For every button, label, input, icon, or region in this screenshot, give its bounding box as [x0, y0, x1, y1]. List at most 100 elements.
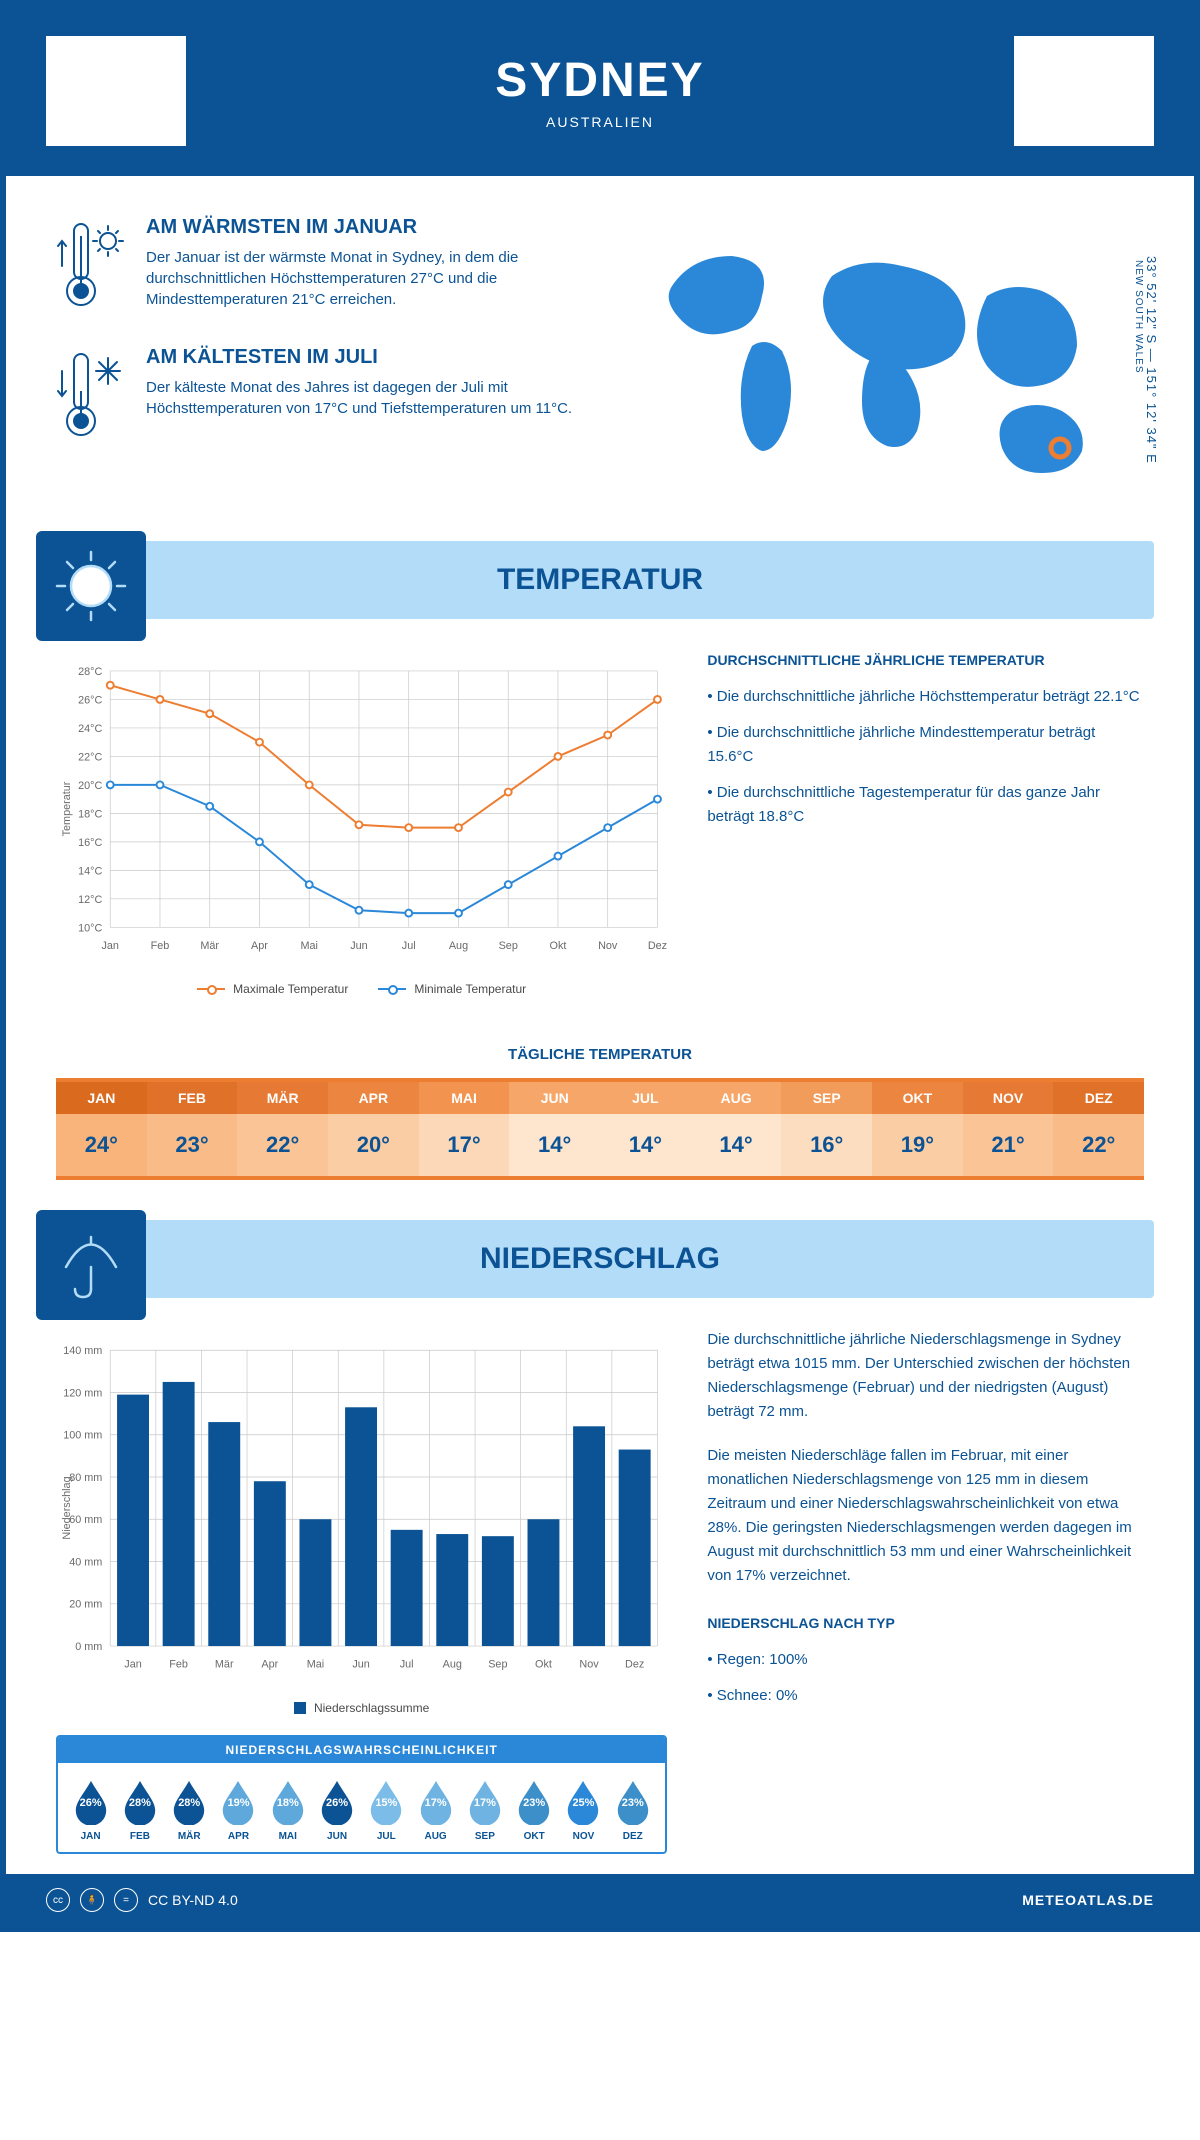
warm-text: Der Januar ist der wärmste Monat in Sydn… [146, 247, 580, 310]
coordinates: 33° 52' 12" S — 151° 12' 34" E NEW SOUTH… [1133, 256, 1159, 464]
temperature-legend: Maximale Temperatur Minimale Temperatur [56, 982, 667, 996]
page-header: SYDNEY AUSTRALIEN [6, 6, 1194, 176]
svg-text:20°C: 20°C [78, 780, 102, 792]
brand-text: METEOATLAS.DE [1022, 1892, 1154, 1908]
umbrella-icon [36, 1210, 146, 1320]
svg-text:Sep: Sep [488, 1659, 507, 1671]
probability-cell: 26%JUN [314, 1777, 359, 1842]
probability-cell: 28%MÄR [167, 1777, 212, 1842]
intro-section: AM WÄRMSTEN IM JANUAR Der Januar ist der… [6, 176, 1194, 521]
svg-text:Mai: Mai [300, 940, 317, 952]
svg-text:28°C: 28°C [78, 666, 102, 678]
nd-icon: = [114, 1888, 138, 1912]
temperature-section-header: TEMPERATUR [46, 541, 1154, 619]
probability-cell: 28%FEB [117, 1777, 162, 1842]
cc-icon: cc [46, 1888, 70, 1912]
svg-text:40 mm: 40 mm [69, 1556, 102, 1568]
thermometer-sun-icon [56, 216, 126, 316]
warm-title: AM WÄRMSTEN IM JANUAR [146, 216, 580, 239]
precip-type-bullet: • Schnee: 0% [707, 1684, 1144, 1708]
svg-text:Aug: Aug [449, 940, 468, 952]
svg-text:0 mm: 0 mm [75, 1641, 102, 1653]
world-map [620, 216, 1144, 496]
temp-bullet: • Die durchschnittliche Tagestemperatur … [707, 781, 1144, 829]
svg-text:Jan: Jan [101, 940, 118, 952]
svg-text:Nov: Nov [598, 940, 618, 952]
svg-text:60 mm: 60 mm [69, 1514, 102, 1526]
svg-text:Jun: Jun [350, 940, 367, 952]
cold-title: AM KÄLTESTEN IM JULI [146, 346, 580, 369]
temp-bullet: • Die durchschnittliche jährliche Höchst… [707, 685, 1144, 709]
svg-text:Feb: Feb [151, 940, 170, 952]
daily-cell: SEP16° [781, 1082, 872, 1176]
precipitation-title: NIEDERSCHLAG [480, 1242, 720, 1275]
svg-text:20 mm: 20 mm [69, 1599, 102, 1611]
probability-cell: 25%NOV [561, 1777, 606, 1842]
sun-icon [36, 531, 146, 641]
svg-text:100 mm: 100 mm [63, 1430, 102, 1442]
daily-cell: JUL14° [600, 1082, 691, 1176]
svg-text:Mär: Mär [215, 1659, 234, 1671]
svg-text:120 mm: 120 mm [63, 1387, 102, 1399]
precip-text-1: Die durchschnittliche jährliche Niedersc… [707, 1328, 1144, 1424]
precipitation-probability-box: NIEDERSCHLAGSWAHRSCHEINLICHKEIT 26%JAN28… [56, 1735, 667, 1854]
svg-text:10°C: 10°C [78, 922, 102, 934]
precip-type-title: NIEDERSCHLAG NACH TYP [707, 1612, 1144, 1634]
daily-cell: APR20° [328, 1082, 419, 1176]
precip-text-2: Die meisten Niederschläge fallen im Febr… [707, 1444, 1144, 1588]
daily-cell: MÄR22° [237, 1082, 328, 1176]
probability-cell: 26%JAN [68, 1777, 113, 1842]
svg-text:12°C: 12°C [78, 894, 102, 906]
warmest-fact: AM WÄRMSTEN IM JANUAR Der Januar ist der… [56, 216, 580, 316]
svg-text:Jun: Jun [352, 1659, 369, 1671]
probability-cell: 17%SEP [462, 1777, 507, 1842]
svg-text:26°C: 26°C [78, 694, 102, 706]
probability-cell: 19%APR [216, 1777, 261, 1842]
svg-text:14°C: 14°C [78, 865, 102, 877]
svg-text:Mai: Mai [307, 1659, 324, 1671]
temperature-line-chart: 10°C12°C14°C16°C18°C20°C22°C24°C26°C28°C… [56, 649, 667, 969]
svg-text:Dez: Dez [648, 940, 667, 952]
svg-text:Jan: Jan [124, 1659, 141, 1671]
daily-cell: AUG14° [691, 1082, 782, 1176]
precipitation-section-header: NIEDERSCHLAG [46, 1220, 1154, 1298]
svg-text:16°C: 16°C [78, 837, 102, 849]
svg-text:Niederschlag: Niederschlag [61, 1476, 73, 1539]
probability-cell: 15%JUL [364, 1777, 409, 1842]
temperature-title: TEMPERATUR [497, 563, 703, 596]
daily-cell: JAN24° [56, 1082, 147, 1176]
daily-cell: NOV21° [963, 1082, 1054, 1176]
header-title-block: SYDNEY AUSTRALIEN [495, 53, 704, 130]
city-name: SYDNEY [495, 53, 704, 108]
license-text: CC BY-ND 4.0 [148, 1892, 238, 1908]
daily-cell: OKT19° [872, 1082, 963, 1176]
daily-cell: DEZ22° [1053, 1082, 1144, 1176]
header-decoration-left [46, 36, 186, 146]
precip-type-bullet: • Regen: 100% [707, 1648, 1144, 1672]
svg-text:Nov: Nov [579, 1659, 599, 1671]
probability-cell: 18%MAI [265, 1777, 310, 1842]
svg-text:80 mm: 80 mm [69, 1472, 102, 1484]
daily-temperature-table: JAN24°FEB23°MÄR22°APR20°MAI17°JUN14°JUL1… [56, 1078, 1144, 1180]
svg-text:Okt: Okt [535, 1659, 552, 1671]
svg-text:Dez: Dez [625, 1659, 644, 1671]
coldest-fact: AM KÄLTESTEN IM JULI Der kälteste Monat … [56, 346, 580, 446]
daily-temp-title: TÄGLICHE TEMPERATUR [6, 1046, 1194, 1063]
header-decoration-right [1014, 36, 1154, 146]
svg-text:Temperatur: Temperatur [61, 781, 73, 836]
precip-legend: Niederschlagssumme [56, 1701, 667, 1715]
cold-text: Der kälteste Monat des Jahres ist dagege… [146, 377, 580, 419]
svg-text:Feb: Feb [169, 1659, 188, 1671]
region-label: NEW SOUTH WALES [1133, 260, 1144, 464]
svg-text:Mär: Mär [200, 940, 219, 952]
by-icon: 🧍 [80, 1888, 104, 1912]
probability-cell: 23%OKT [512, 1777, 557, 1842]
precipitation-bar-chart: 0 mm20 mm40 mm60 mm80 mm100 mm120 mm140 … [56, 1328, 667, 1688]
temp-side-title: DURCHSCHNITTLICHE JÄHRLICHE TEMPERATUR [707, 649, 1144, 671]
svg-text:Jul: Jul [402, 940, 416, 952]
daily-cell: FEB23° [147, 1082, 238, 1176]
svg-text:Apr: Apr [261, 1659, 278, 1671]
svg-text:24°C: 24°C [78, 723, 102, 735]
svg-text:Apr: Apr [251, 940, 268, 952]
svg-text:Aug: Aug [443, 1659, 462, 1671]
